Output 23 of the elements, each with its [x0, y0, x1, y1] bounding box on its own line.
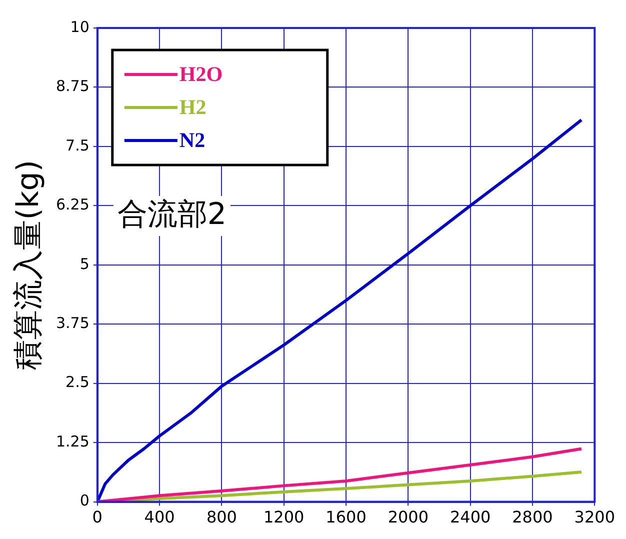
y-tick-label: 10 [70, 18, 90, 36]
x-tick-label: 2400 [450, 508, 491, 527]
x-tick-label: 3200 [574, 508, 615, 527]
y-tick-label: 5 [80, 254, 90, 273]
legend-label: H2O [179, 62, 223, 86]
x-tick-label: 1200 [264, 508, 304, 527]
legend-label: H2 [179, 94, 206, 119]
x-tick-label: 1600 [326, 508, 366, 527]
x-tick-label: 0 [92, 508, 102, 527]
annotation: 合流部2 [117, 196, 226, 232]
y-axis-title: 積算流入量(kg) [10, 160, 46, 370]
y-tick-label: 6.25 [56, 196, 90, 214]
y-tick-label: 0 [80, 492, 90, 510]
x-tick-label: 2800 [512, 508, 553, 527]
y-tick-label: 3.75 [56, 314, 90, 332]
x-tick-label: 2000 [388, 508, 429, 527]
y-tick-label: 1.25 [56, 432, 90, 450]
y-tick-label: 7.5 [66, 136, 90, 154]
x-tick-label: 800 [206, 508, 237, 527]
y-tick-label: 8.75 [56, 77, 90, 96]
x-tick-label: 400 [144, 508, 175, 527]
legend-label: N2 [179, 128, 206, 152]
y-tick-label: 2.5 [66, 373, 90, 392]
